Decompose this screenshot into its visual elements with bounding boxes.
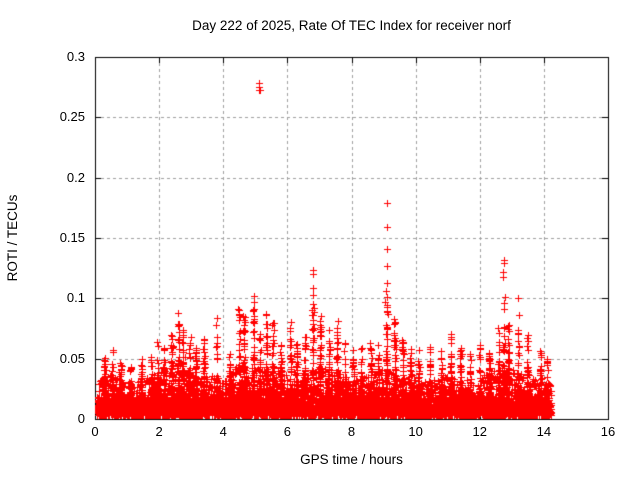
x-tick-label: 8 xyxy=(347,424,356,439)
y-tick-label: 0 xyxy=(77,411,85,426)
x-tick-label: 10 xyxy=(408,424,423,439)
x-tick-label: 0 xyxy=(91,424,99,439)
y-tick-label: 0.1 xyxy=(66,290,85,306)
y-tick-label: 0.3 xyxy=(66,49,85,64)
x-tick-label: 16 xyxy=(600,424,616,439)
x-tick-label: 2 xyxy=(155,424,163,439)
y-axis-label: ROTI / TECUs xyxy=(5,194,20,282)
y-tick-label: 0.25 xyxy=(59,109,85,125)
x-tick-label: 14 xyxy=(536,424,552,439)
x-axis-label: GPS time / hours xyxy=(300,452,403,467)
x-tick-label: 4 xyxy=(219,424,227,439)
x-tick-label: 6 xyxy=(283,424,291,439)
y-tick-label: 0.2 xyxy=(66,169,85,185)
y-tick-label: 0.05 xyxy=(59,350,85,366)
x-tick-label: 12 xyxy=(472,424,487,439)
chart-title: Day 222 of 2025, Rate Of TEC Index for r… xyxy=(192,18,511,33)
y-tick-label: 0.15 xyxy=(59,230,85,245)
